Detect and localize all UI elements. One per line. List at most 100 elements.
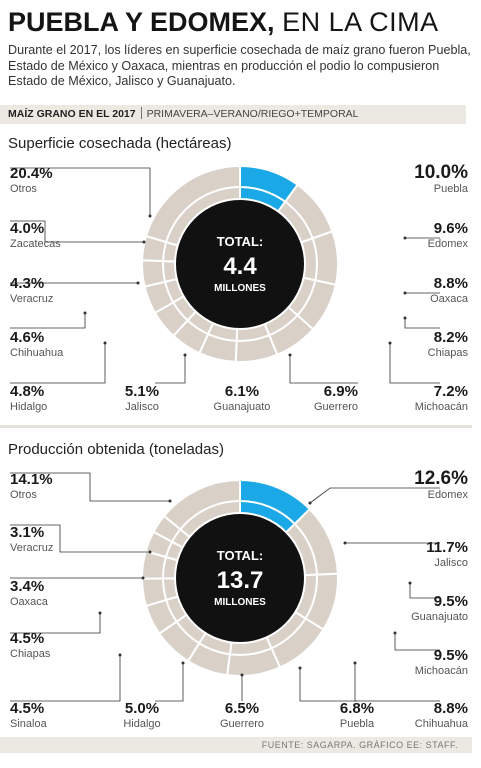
leader-line [10,472,170,502]
leader-dot [388,341,392,345]
slice-name-label: Puebla [434,183,469,195]
donut-inner-ring [162,186,318,342]
chart-1: TOTAL: 4.4 MILLONES 10.0%Puebla 9.6%Edomex 8.… [10,162,469,413]
footer-bar: FUENTE: SAGARPA. GRÁFICO EE: STAFF. [0,737,472,753]
donut-center [174,198,306,330]
leader-dot [240,673,244,677]
donut-center [174,512,306,644]
total-label: TOTAL: [217,548,263,563]
tag-bold: MAÍZ GRANO EN EL 2017 [8,108,136,120]
slice-value-label: 4.8% [10,383,44,400]
slice-value-label: 10.0% [414,162,468,183]
slice-value-label: 3.4% [10,578,44,595]
slice-value-label: 3.1% [10,524,44,541]
slice-name-label: Edomex [428,489,469,501]
tag-separator [140,107,142,119]
slice-name-label: Michoacán [415,665,468,677]
leader-line [309,487,440,504]
leader-line [404,318,440,329]
slice-value-label: 5.0% [125,700,159,717]
slice-value-label: 9.5% [434,647,468,664]
leader-dot [403,291,407,295]
slice-name-label: Chihuahua [415,718,469,730]
leader-dot [168,499,172,503]
leader-dot [288,353,292,357]
slice-value-label: 7.2% [434,383,468,400]
chart-2-title: Producción obtenida (toneladas) [8,441,224,458]
leader-dot [393,631,397,635]
slice-name-label: Oaxaca [430,293,469,305]
leader-line [10,655,121,702]
title-bold: PUEBLA Y EDOMEX, [8,7,275,37]
slice-name-label: Otros [10,489,37,501]
leader-line [10,613,101,634]
leader-dot [403,236,407,240]
page-title: PUEBLA Y EDOMEX, EN LA CIMA [8,6,439,38]
leader-dot [183,353,187,357]
leader-dot [353,661,357,665]
slice-value-label: 4.5% [10,630,44,647]
section-divider [0,425,472,428]
title-light: EN LA CIMA [282,7,439,37]
page-subtitle: Durante el 2017, los líderes en superfic… [8,43,471,88]
leader-dot [148,550,152,554]
slice-value-label: 9.6% [434,220,468,237]
leader-dot [98,611,102,615]
chart-1-title: Superficie cosechada (hectáreas) [8,135,232,152]
leader-dot [83,311,87,315]
slice-value-label: 6.8% [340,700,374,717]
slice-value-label: 11.7% [426,539,468,556]
slice-name-label: Puebla [340,718,375,730]
slice-name-label: Oaxaca [10,596,49,608]
slice-name-label: Jalisco [125,401,159,413]
slice-name-label: Guanajuato [411,611,468,623]
leader-dot [142,240,146,244]
slice-name-label: Edomex [428,238,469,250]
slice-value-label: 4.0% [10,220,44,237]
leader-line [10,524,150,553]
slice-value-label: 14.1% [10,471,53,488]
slice-value-label: 9.5% [434,593,468,610]
slice-name-label: Chiapas [10,648,51,660]
leader-dot [103,341,107,345]
leader-line [299,668,357,702]
total-unit: MILLONES [214,283,266,294]
slice-name-label: Veracruz [10,542,53,554]
slice-name-label: Chiapas [428,347,469,359]
slice-value-label: 4.5% [10,700,44,717]
total-label: TOTAL: [217,234,263,249]
slice-name-label: Hidalgo [123,718,160,730]
slice-name-label: Guerrero [314,401,358,413]
leader-dot [136,281,140,285]
slice-name-label: Michoacán [415,401,468,413]
leader-line [10,313,86,329]
slice-name-label: Veracruz [10,293,53,305]
leader-dot [141,576,145,580]
slice-value-label: 4.3% [10,275,44,292]
leader-dot [118,653,122,657]
slice-name-label: Guerrero [220,718,264,730]
slice-name-label: Chihuahua [10,347,64,359]
leader-line [10,343,106,384]
leader-dot [181,661,185,665]
tag-bar: MAÍZ GRANO EN EL 2017 PRIMAVERA–VERANO/RI… [0,105,466,124]
slice-name-label: Zacatecas [10,238,61,250]
leader-dot [298,666,302,670]
leader-dot [343,541,347,545]
leader-line [155,663,184,702]
leader-line [155,355,186,384]
slice-value-label: 5.1% [125,383,159,400]
slice-name-label: Sinaloa [10,718,48,730]
leader-line [389,343,440,384]
donut-inner-ring [162,500,318,656]
leader-line [10,220,144,243]
slice-value-label: 12.6% [414,468,468,489]
slice-value-label: 4.6% [10,329,44,346]
leader-line [289,355,358,384]
slice-value-label: 8.8% [434,275,468,292]
leader-line [394,633,440,651]
leader-dot [408,581,412,585]
leader-dot [308,501,312,505]
slice-value-label: 8.2% [434,329,468,346]
tag-text: PRIMAVERA–VERANO/RIEGO+TEMPORAL [146,108,359,120]
